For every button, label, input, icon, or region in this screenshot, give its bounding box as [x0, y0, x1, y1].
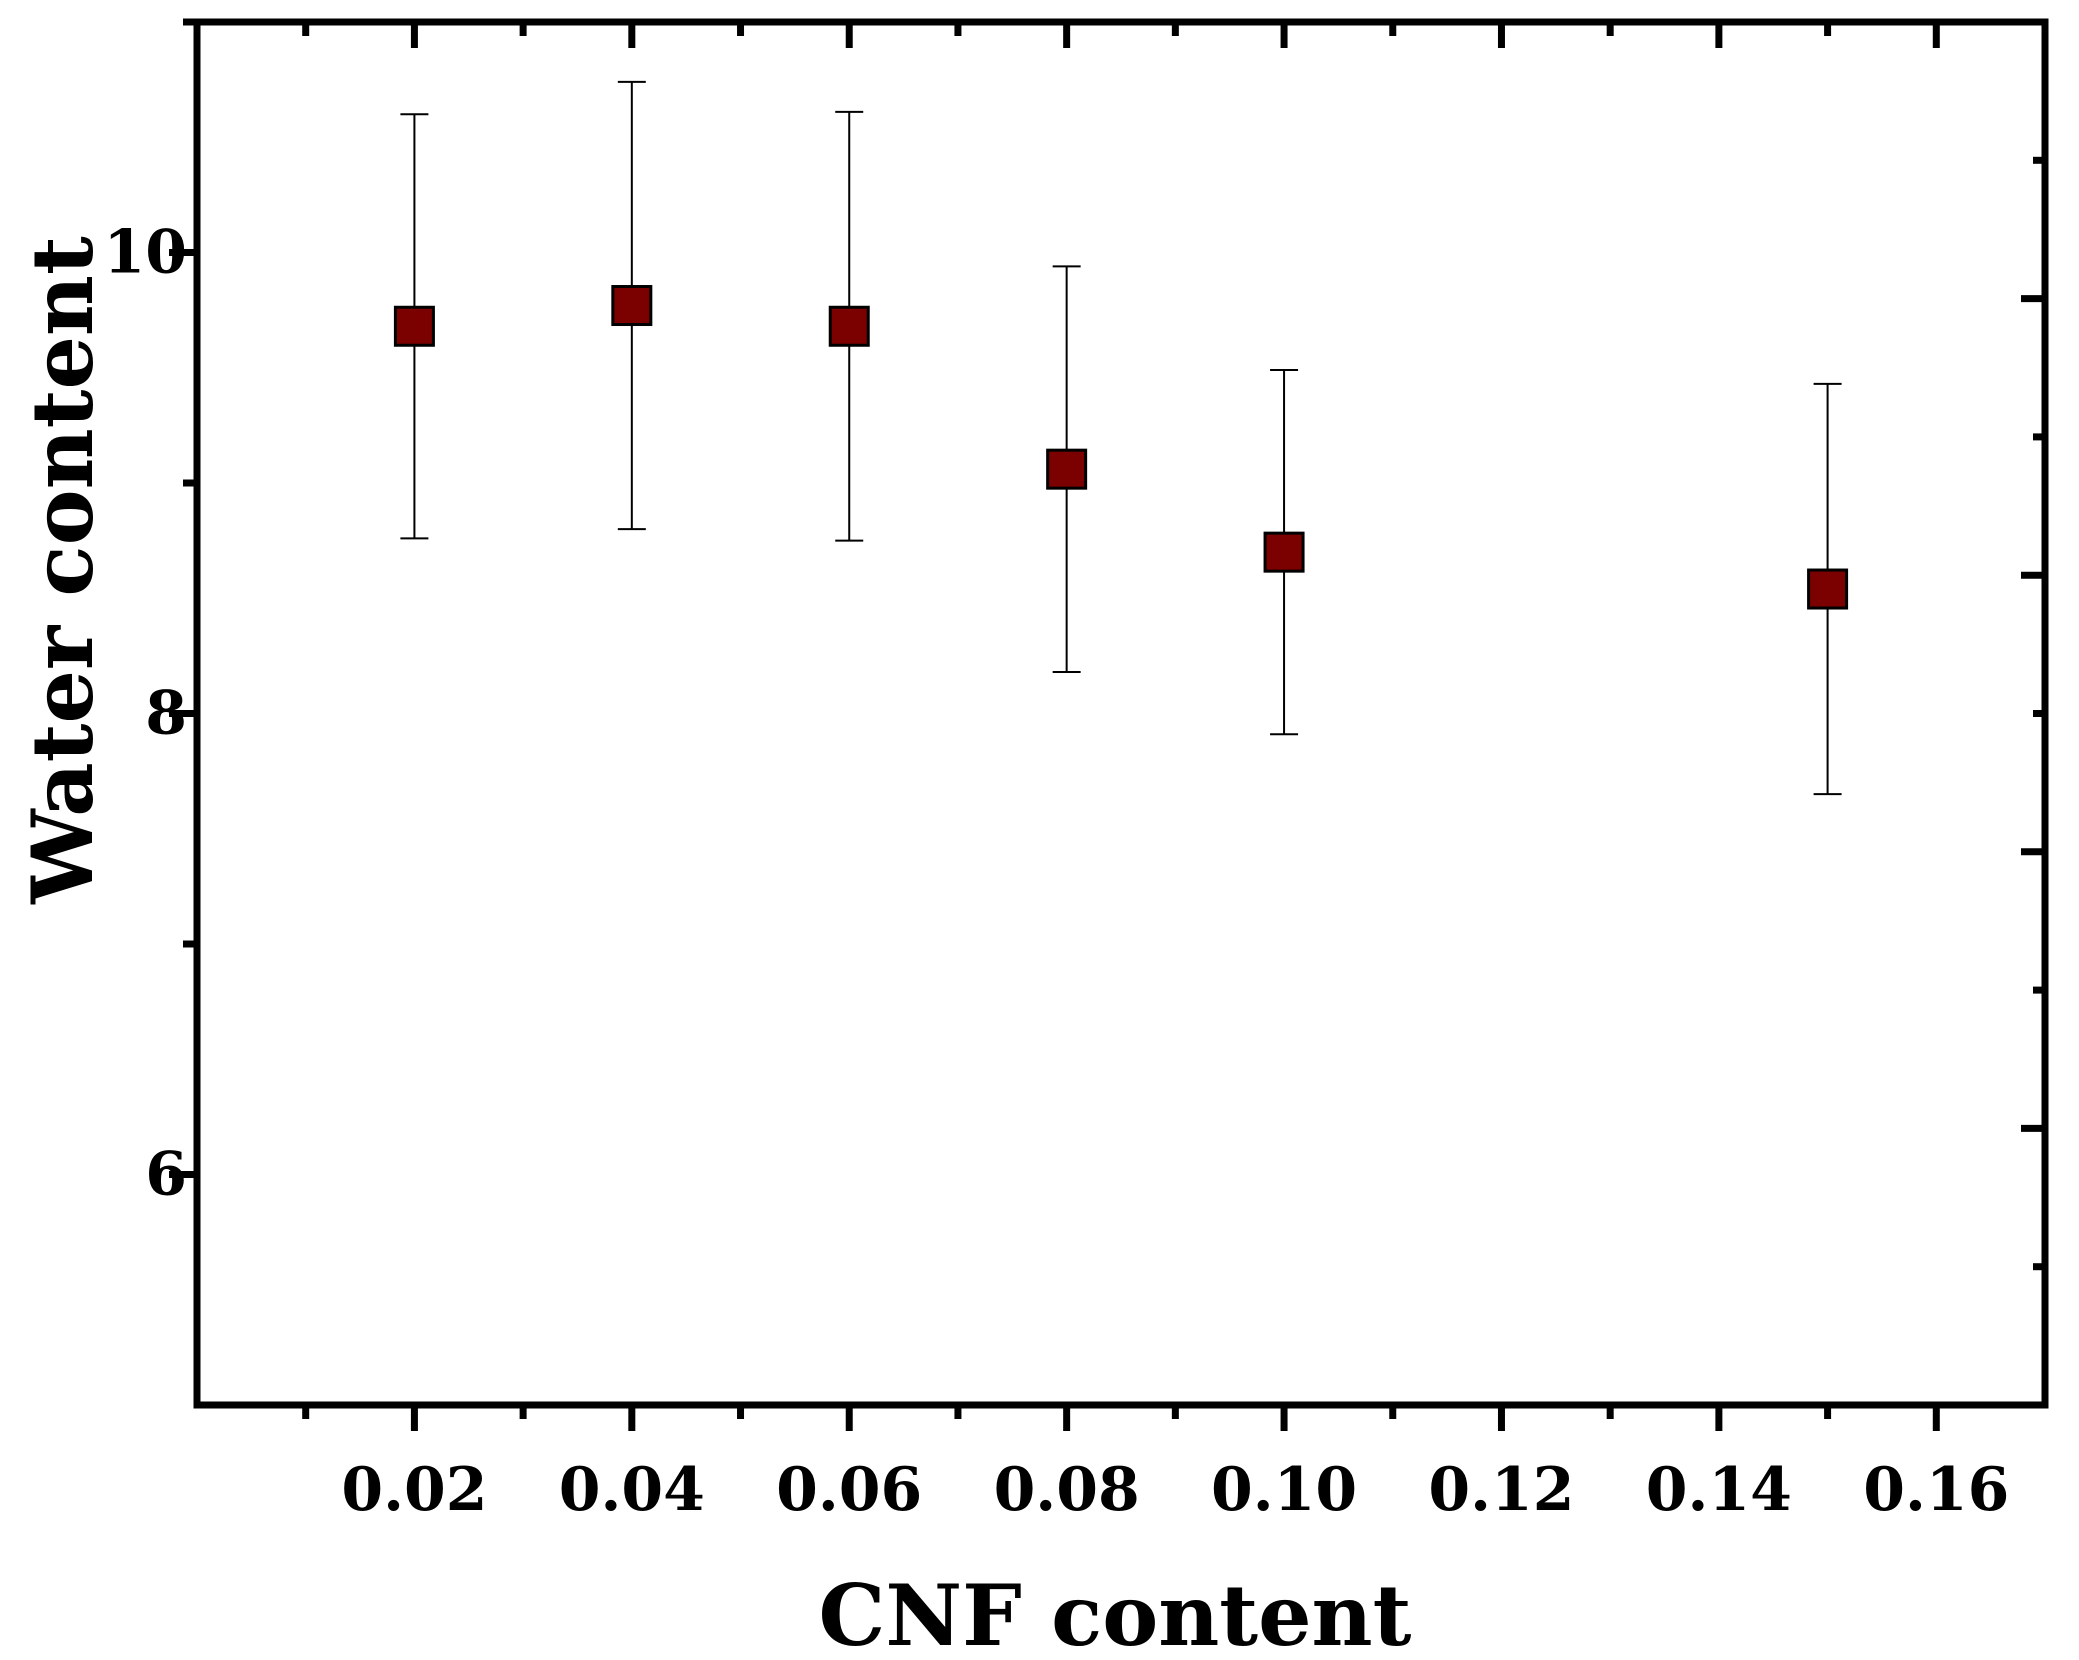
x-tick-label: 0.06: [776, 1455, 922, 1525]
x-tick-label: 0.16: [1863, 1455, 2009, 1525]
data-point: [1807, 568, 1849, 610]
x-tick-label: 0.08: [994, 1455, 1140, 1525]
axis-ticks: [169, 18, 2045, 1431]
tick-labels: 0.02 0.04 0.06 0.08 0.10 0.12 0.14 0.16 6 8 10: [104, 218, 2010, 1526]
y-tick-label: 10: [104, 218, 188, 288]
x-axis-title: CNF content: [819, 1566, 1412, 1660]
y-tick-label: 8: [145, 679, 187, 749]
data-point: [393, 305, 435, 347]
y-tick-label: 6: [145, 1140, 187, 1210]
y-axis-title: Water content: [13, 236, 112, 905]
data-point: [828, 305, 870, 347]
x-tick-label: 0.14: [1646, 1455, 1792, 1525]
x-tick-label: 0.12: [1428, 1455, 1574, 1525]
x-tick-label: 0.04: [559, 1455, 705, 1525]
x-tick-label: 0.10: [1211, 1455, 1357, 1525]
error-bars: [400, 80, 1842, 796]
plot-frame: [193, 18, 2049, 1409]
data-points: [393, 285, 1849, 610]
x-tick-label: 0.02: [341, 1455, 487, 1525]
data-point: [1046, 448, 1088, 490]
data-point: [611, 285, 653, 327]
data-point: [1263, 531, 1305, 573]
